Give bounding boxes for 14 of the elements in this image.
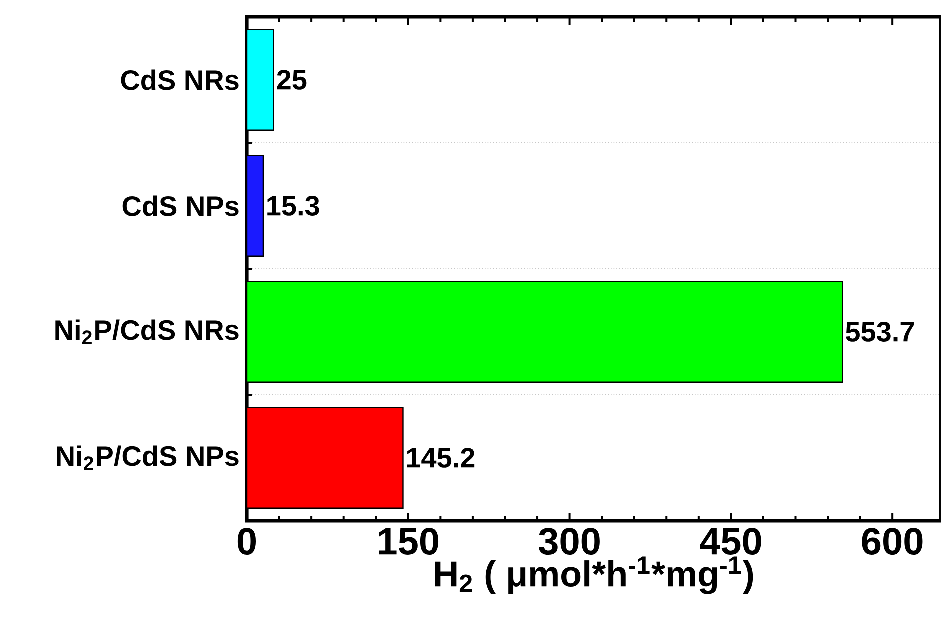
x-tick-label: 300 bbox=[538, 528, 600, 556]
x-tick-label: 0 bbox=[238, 528, 256, 555]
x-tick-label: 150 bbox=[379, 528, 439, 555]
x-axis-title: H$_{2}$ ( μmol*h$^{-1}$*mg$^{-1}$) bbox=[435, 556, 754, 594]
y-tick-label: Ni$_{2}$P/CdS NRs bbox=[56, 320, 239, 344]
x-tick-label: 450 bbox=[700, 528, 762, 555]
y-tick-label: CdS NPs bbox=[122, 196, 239, 216]
data-label: 145.2 bbox=[407, 448, 475, 468]
data-label: 553.7 bbox=[846, 322, 914, 342]
y-tick-label: Ni$_{2}$P/CdS NPs bbox=[57, 446, 239, 470]
y-tick-label: CdS NRs bbox=[121, 70, 239, 90]
data-label: 15.3 bbox=[268, 196, 320, 216]
x-tick-label: 600 bbox=[862, 528, 923, 555]
data-label: 25 bbox=[277, 70, 307, 90]
